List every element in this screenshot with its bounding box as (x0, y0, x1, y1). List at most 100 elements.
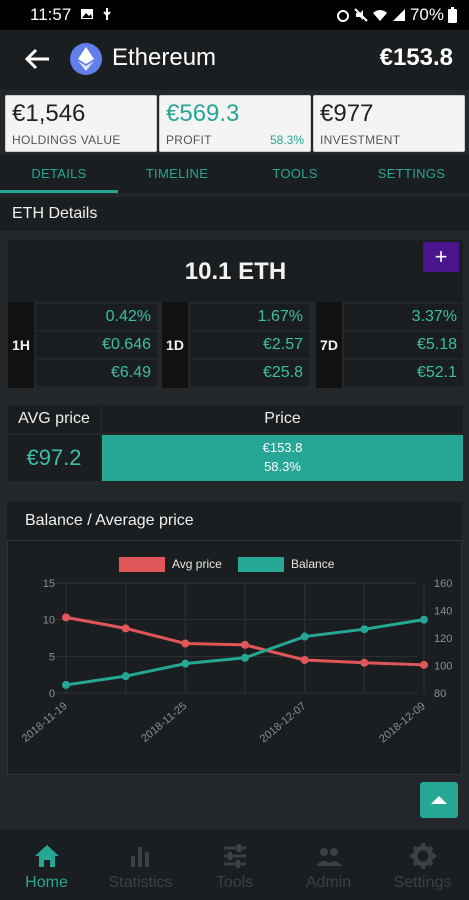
investment-card: €977 INVESTMENT (313, 95, 465, 152)
balance-avg-chart: 15 10 5 0 160 140 120 100 80 2018-11-19 2018-11-25… (7, 540, 462, 775)
y-left-tick: 5 (49, 651, 55, 663)
data-point (121, 672, 130, 681)
data-point (62, 613, 70, 622)
period-label: 1D (162, 302, 188, 388)
period-value: €52.1 (344, 360, 463, 386)
x-tick-label: 2018-12-07 (258, 700, 309, 745)
nav-tools[interactable]: Tools (188, 830, 281, 900)
x-tick-label: 2018-11-19 (20, 700, 70, 745)
battery-percent: 70% (409, 5, 444, 24)
period-percent: 1.67% (190, 304, 309, 330)
y-right-tick: 80 (434, 688, 446, 700)
details-header: ETH Details (0, 197, 469, 231)
tab-bar: DETAILS TIMELINE TOOLS SETTINGS (0, 155, 469, 193)
period-percent: 0.42% (36, 304, 157, 330)
data-point (360, 625, 369, 634)
quantity-panel: 10.1 ETH + (8, 240, 463, 302)
tab-settings[interactable]: SETTINGS (377, 166, 446, 181)
tab-timeline[interactable]: TIMELINE (145, 166, 209, 181)
price-label: Price (102, 405, 463, 433)
price-bar-text: €153.8 58.3% (102, 438, 463, 476)
chart-header: Balance / Average price (7, 502, 462, 540)
chart-svg: 15 10 5 0 160 140 120 100 80 2018-11-19 2018-11-25… (20, 557, 452, 745)
holding-quantity: 10.1 ETH (184, 258, 287, 285)
y-left-tick: 10 (43, 615, 55, 627)
price-bar-percent: 58.3% (264, 459, 301, 474)
period-percent: 3.37% (344, 304, 463, 330)
profit-percent: 58.3% (269, 133, 304, 147)
people-icon (316, 848, 342, 866)
nav-statistics[interactable]: Statistics (94, 830, 187, 900)
current-price: €153.8 (379, 44, 453, 71)
data-point (62, 680, 70, 689)
nav-settings[interactable]: Settings (376, 830, 469, 900)
nav-label: Settings (393, 874, 452, 891)
battery-icon (448, 7, 457, 23)
image-icon (81, 9, 93, 19)
legend-swatch (119, 557, 165, 572)
data-point (420, 615, 428, 624)
wifi-icon (372, 10, 387, 21)
nav-label: Tools (215, 874, 254, 891)
data-point (300, 632, 309, 641)
alarm-icon (336, 10, 349, 22)
profit-value: €569.3 (166, 100, 240, 127)
add-transaction-button[interactable]: + (423, 242, 459, 272)
tab-details[interactable]: DETAILS (0, 155, 118, 193)
gear-icon (410, 843, 436, 869)
y-right-tick: 160 (434, 578, 452, 590)
legend-label: Avg price (172, 557, 222, 571)
price-bar-value: €153.8 (262, 440, 303, 455)
app-bar: Ethereum €153.8 (0, 30, 469, 90)
data-point (181, 659, 190, 668)
scroll-top-button[interactable] (420, 782, 458, 818)
y-left-tick: 15 (43, 578, 55, 590)
legend-swatch (238, 557, 284, 572)
avg-price-panel: AVG price €97.2 Price €153.8 58.3% (8, 405, 463, 481)
data-point (241, 653, 249, 662)
holdings-value: €1,546 (12, 100, 86, 127)
back-arrow-icon[interactable] (22, 44, 52, 74)
y-right-tick: 100 (434, 661, 452, 673)
holdings-label: HOLDINGS VALUE (12, 133, 121, 147)
period-change: €0.646 (36, 332, 157, 358)
nav-home[interactable]: Home (0, 830, 93, 900)
x-tick-label: 2018-12-09 (377, 700, 428, 745)
status-right: 70% (336, 5, 457, 25)
investment-value: €977 (320, 100, 374, 127)
y-right-tick: 140 (434, 606, 452, 618)
period-change: €5.18 (344, 332, 463, 358)
bottom-nav: Home Statistics Tools Admin Settings (0, 830, 469, 900)
period-7d: 7D 3.37% €5.18 €52.1 (316, 302, 463, 388)
data-point (241, 640, 249, 649)
ethereum-logo-icon (70, 43, 102, 75)
chevron-up-icon (431, 796, 447, 804)
price-bar (102, 435, 463, 481)
y-right-tick: 120 (434, 633, 452, 645)
period-1d: 1D 1.67% €2.57 €25.8 (162, 302, 309, 388)
data-point (360, 658, 369, 667)
period-value: €25.8 (190, 360, 309, 386)
data-point (300, 656, 309, 664)
period-label: 7D (316, 302, 342, 388)
sliders-icon (224, 844, 246, 868)
period-label: 1H (8, 302, 34, 388)
legend-label: Balance (291, 557, 335, 571)
profit-label: PROFIT (166, 133, 212, 147)
bar-chart-icon (131, 847, 149, 867)
status-time: 11:57 (30, 5, 72, 24)
nav-admin[interactable]: Admin (282, 830, 375, 900)
page-title: Ethereum (112, 44, 217, 71)
home-icon (35, 845, 59, 867)
holdings-card: €1,546 HOLDINGS VALUE (5, 95, 157, 152)
mute-icon (354, 8, 368, 22)
nav-label: Statistics (108, 874, 173, 891)
y-left-tick: 0 (49, 688, 55, 700)
status-bar: 11:57 70% (0, 0, 469, 30)
data-point (420, 660, 428, 669)
tab-tools[interactable]: TOOLS (272, 166, 318, 181)
investment-label: INVESTMENT (320, 133, 401, 147)
usb-icon (103, 8, 111, 20)
nav-label: Admin (305, 874, 352, 891)
period-value: €6.49 (36, 360, 157, 386)
